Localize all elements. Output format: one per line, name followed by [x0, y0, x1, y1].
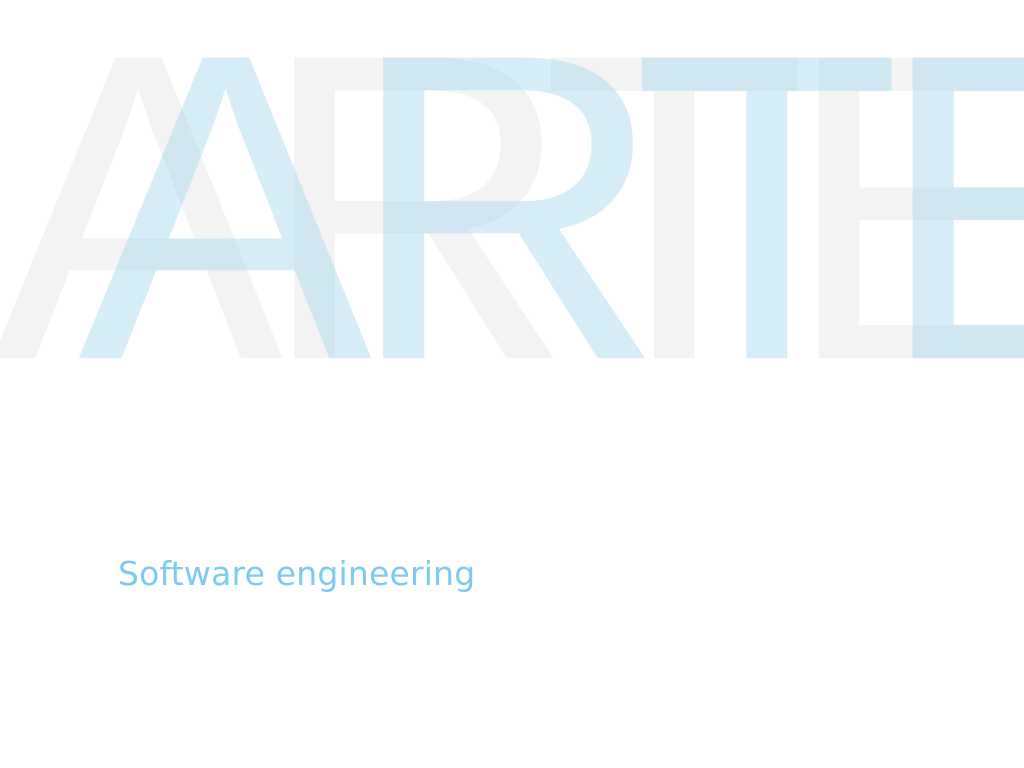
hero-letters: ARTE ARTE: [0, 0, 1024, 400]
overlay-wordmark: ARTE: [78, 0, 1024, 400]
tagline: Software engineering: [118, 554, 476, 593]
backdrop-wordmark: ARTE: [0, 0, 1024, 400]
